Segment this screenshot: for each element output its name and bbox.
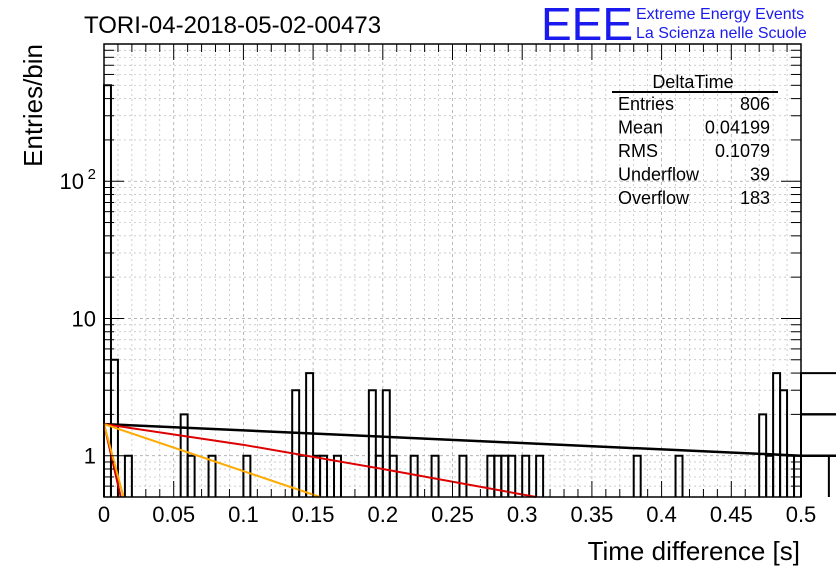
fit-line xyxy=(103,422,802,457)
histogram-bin xyxy=(207,454,217,497)
x-tick-label: 0.05 xyxy=(152,502,195,527)
stats-row-label: RMS xyxy=(618,141,658,161)
chart-title: TORI-04-2018-05-02-00473 xyxy=(84,12,381,39)
x-tick-label: 0.2 xyxy=(368,502,399,527)
x-tick-label: 0.35 xyxy=(570,502,613,527)
x-tick-label: 0.15 xyxy=(292,502,335,527)
x-axis-label: Time difference [s] xyxy=(588,536,800,566)
histogram-bin xyxy=(319,454,329,497)
x-tick-labels: 0 0.05 0.1 0.15 0.2 0.25 0.3 0.35 0.4 0.45 0.5 xyxy=(98,502,816,527)
logo-line-2: La Scienza nelle Scuole xyxy=(636,25,807,42)
y-axis-label: Entries/bin xyxy=(18,44,48,167)
y-tick-label: 1 xyxy=(84,444,96,469)
stats-row-value: 0.04199 xyxy=(705,118,770,138)
stats-rows: Entries 806 Mean 0.04199 RMS 0.1079 Underflow 3… xyxy=(618,94,770,208)
grid xyxy=(104,44,801,497)
y-tick-label: 10 xyxy=(72,306,96,331)
histogram-bin xyxy=(388,454,398,497)
x-tick-label: 0.3 xyxy=(507,502,538,527)
stats-row-value: 806 xyxy=(740,94,770,114)
histogram-bin xyxy=(123,454,133,497)
stats-row-value: 183 xyxy=(740,188,770,208)
fit-line xyxy=(103,423,537,498)
x-tick-label: 0.25 xyxy=(431,502,474,527)
fit-line xyxy=(103,423,321,498)
stats-row-label: Mean xyxy=(618,118,663,138)
histogram-bin xyxy=(367,389,377,497)
x-tick-label: 0.5 xyxy=(786,502,817,527)
histogram-bin xyxy=(186,454,196,497)
stats-box: DeltaTime Entries 806 Mean 0.04199 RMS 0.1079… xyxy=(612,72,778,208)
histogram-bin xyxy=(291,389,301,497)
eee-logo: EEE Extreme Energy Events La Scienza nel… xyxy=(541,0,807,50)
fit-lines xyxy=(103,422,802,498)
stats-row-value: 39 xyxy=(750,165,770,185)
y-tick-label: 10 xyxy=(60,169,84,194)
histogram-bin xyxy=(632,454,642,497)
stats-row-label: Overflow xyxy=(618,188,690,208)
eee-logo-mark: EEE xyxy=(541,0,633,50)
histogram-bin xyxy=(430,454,440,497)
stats-row-label: Entries xyxy=(618,94,674,114)
x-tick-label: 0.4 xyxy=(646,502,677,527)
x-tick-label: 0.45 xyxy=(710,502,753,527)
histogram-bin xyxy=(305,372,315,497)
histogram-bin xyxy=(779,389,789,497)
logo-line-1: Extreme Energy Events xyxy=(636,6,804,23)
histogram-bin xyxy=(521,454,531,497)
axis-ticks xyxy=(103,44,802,498)
histogram-bin xyxy=(333,454,342,497)
stats-title: DeltaTime xyxy=(652,72,733,92)
stats-row-label: Underflow xyxy=(618,165,700,185)
histogram-bin xyxy=(242,454,252,497)
histogram-bin xyxy=(535,454,545,497)
x-tick-label: 0.1 xyxy=(228,502,259,527)
histogram-bin xyxy=(674,454,684,497)
y-tick-exponent: 2 xyxy=(88,166,96,183)
stats-row-value: 0.1079 xyxy=(715,141,770,161)
histogram-bin xyxy=(381,389,391,497)
fit-line xyxy=(103,423,125,498)
x-tick-label: 0 xyxy=(98,502,110,527)
histogram-bin xyxy=(507,454,517,497)
histogram-bin xyxy=(458,454,468,497)
